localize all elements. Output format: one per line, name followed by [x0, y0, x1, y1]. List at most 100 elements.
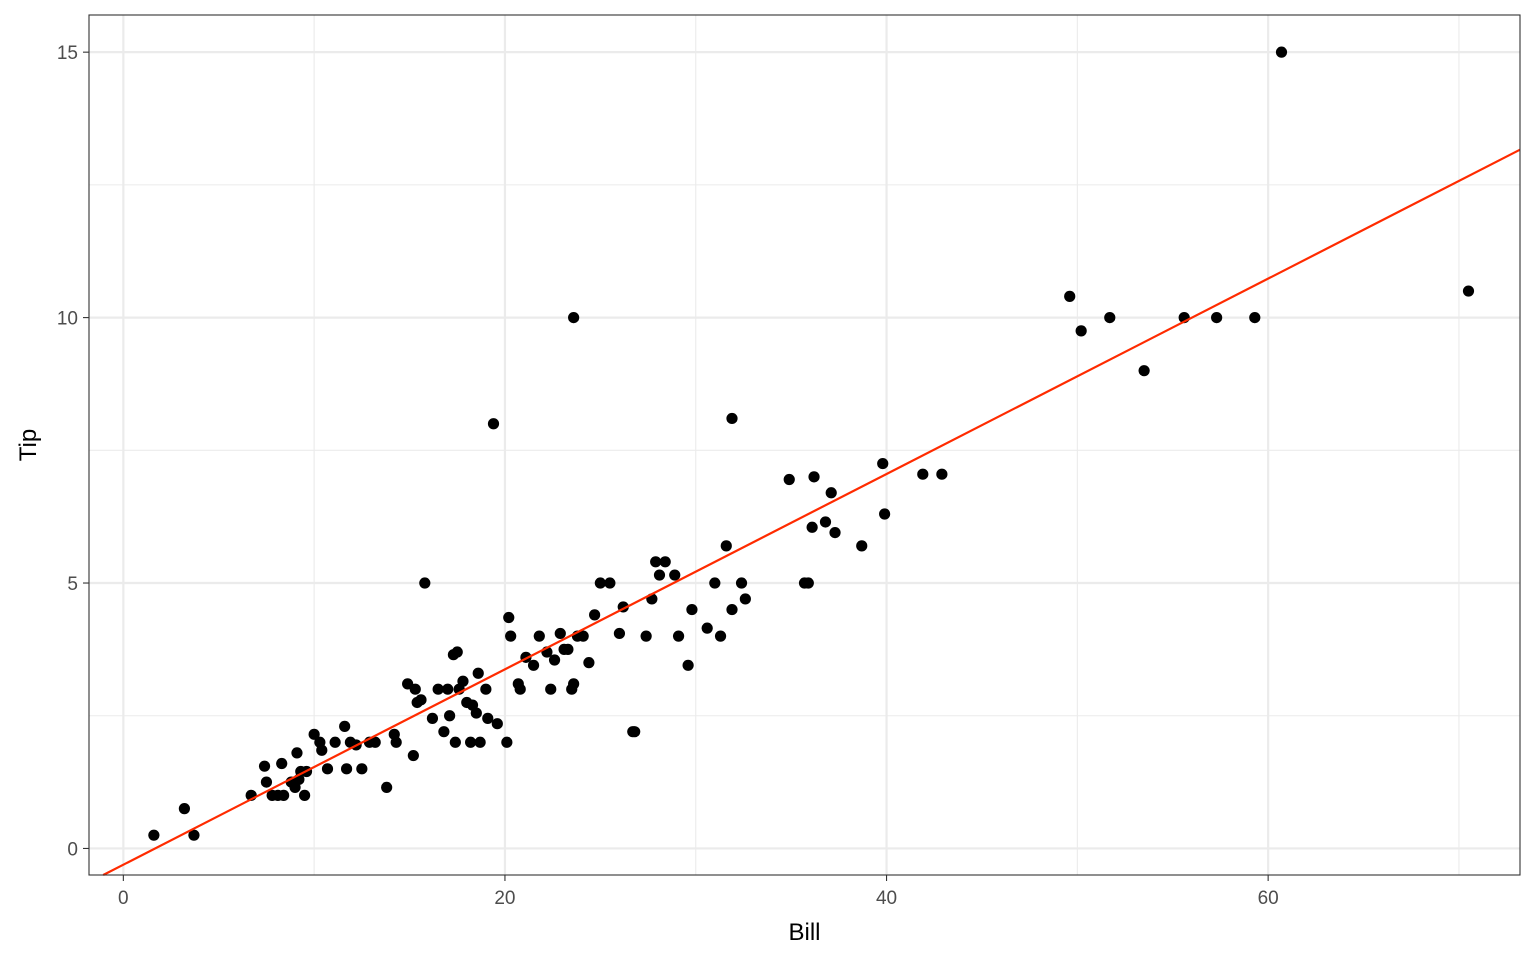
data-point: [299, 789, 311, 801]
y-axis-title: Tip: [15, 429, 42, 461]
data-point: [419, 577, 431, 589]
data-point: [1075, 325, 1087, 337]
data-point: [726, 603, 738, 616]
data-point: [802, 577, 814, 589]
regression-line: [102, 148, 1521, 876]
y-tick-label: 15: [57, 43, 78, 64]
data-point: [653, 569, 666, 581]
data-point: [527, 659, 540, 671]
data-point: [568, 311, 580, 324]
data-point: [825, 487, 837, 499]
data-point: [447, 649, 460, 661]
data-point: [178, 803, 190, 815]
data-point: [1249, 311, 1261, 324]
data-point: [604, 577, 616, 589]
data-point: [505, 630, 517, 642]
data-point: [278, 789, 290, 801]
data-point: [491, 718, 503, 730]
data-point: [321, 763, 334, 775]
data-point: [501, 736, 513, 748]
data-point: [426, 712, 439, 724]
data-point: [613, 627, 626, 640]
x-tick-label: 60: [1258, 888, 1279, 909]
data-point: [877, 457, 889, 470]
plot-panel-border: [88, 14, 1521, 876]
data-point: [1211, 311, 1223, 324]
data-point: [562, 643, 574, 655]
data-point: [701, 622, 713, 634]
data-point: [577, 630, 589, 642]
data-point: [783, 473, 795, 486]
data-point: [407, 749, 419, 762]
data-point: [276, 757, 288, 770]
x-tick-label: 0: [118, 888, 129, 909]
data-point: [438, 726, 450, 738]
data-point: [340, 763, 353, 775]
data-point: [465, 736, 477, 748]
data-point: [650, 556, 662, 568]
data-point: [1104, 311, 1116, 324]
data-point: [432, 683, 444, 695]
data-point: [1462, 285, 1475, 297]
data-point: [682, 659, 694, 671]
data-point: [258, 760, 271, 772]
data-point: [474, 736, 486, 748]
data-point: [487, 418, 500, 430]
data-point: [545, 683, 557, 695]
data-point: [1064, 290, 1076, 302]
y-tick-label: 0: [67, 839, 78, 860]
data-point: [829, 526, 841, 539]
data-point: [444, 710, 456, 722]
y-tick-label: 5: [67, 574, 78, 595]
data-point: [726, 412, 738, 425]
data-point: [856, 540, 868, 552]
x-axis-title: Bill: [788, 919, 820, 946]
data-point: [409, 683, 421, 695]
data-point: [533, 630, 545, 642]
data-point: [659, 556, 671, 568]
data-point: [879, 508, 891, 520]
data-point: [470, 707, 482, 719]
data-point: [449, 736, 461, 748]
data-point: [329, 736, 341, 748]
data-point: [672, 630, 685, 642]
data-point: [589, 609, 601, 621]
data-point: [808, 471, 820, 483]
data-point: [720, 540, 732, 552]
data-point: [514, 683, 526, 695]
data-point: [369, 736, 381, 748]
data-point: [148, 829, 160, 841]
data-point: [640, 630, 652, 642]
data-point: [806, 521, 818, 533]
data-point: [917, 468, 929, 480]
data-point: [503, 611, 515, 624]
data-point: [686, 603, 698, 616]
data-point: [480, 683, 492, 695]
data-point: [482, 712, 494, 724]
data-point: [339, 720, 351, 732]
data-point: [735, 577, 748, 589]
data-point: [188, 829, 200, 841]
data-point: [415, 694, 427, 706]
data-point: [442, 683, 454, 695]
data-point: [936, 468, 948, 480]
data-point: [291, 747, 303, 759]
y-tick-label: 10: [57, 309, 78, 330]
data-point: [260, 776, 273, 788]
data-point: [819, 516, 832, 528]
data-point: [472, 667, 484, 679]
fit-line-layer: [102, 148, 1521, 876]
data-point: [669, 569, 681, 581]
data-point: [583, 657, 595, 669]
data-point: [739, 593, 751, 605]
x-tick-label: 40: [876, 888, 897, 909]
data-point: [709, 577, 721, 589]
data-point: [548, 654, 561, 666]
data-point: [554, 627, 566, 640]
data-point: [390, 736, 402, 748]
data-point: [381, 781, 393, 794]
axes: 0 20 40 60 0 5 10 15: [57, 43, 1279, 909]
data-point: [457, 675, 469, 687]
